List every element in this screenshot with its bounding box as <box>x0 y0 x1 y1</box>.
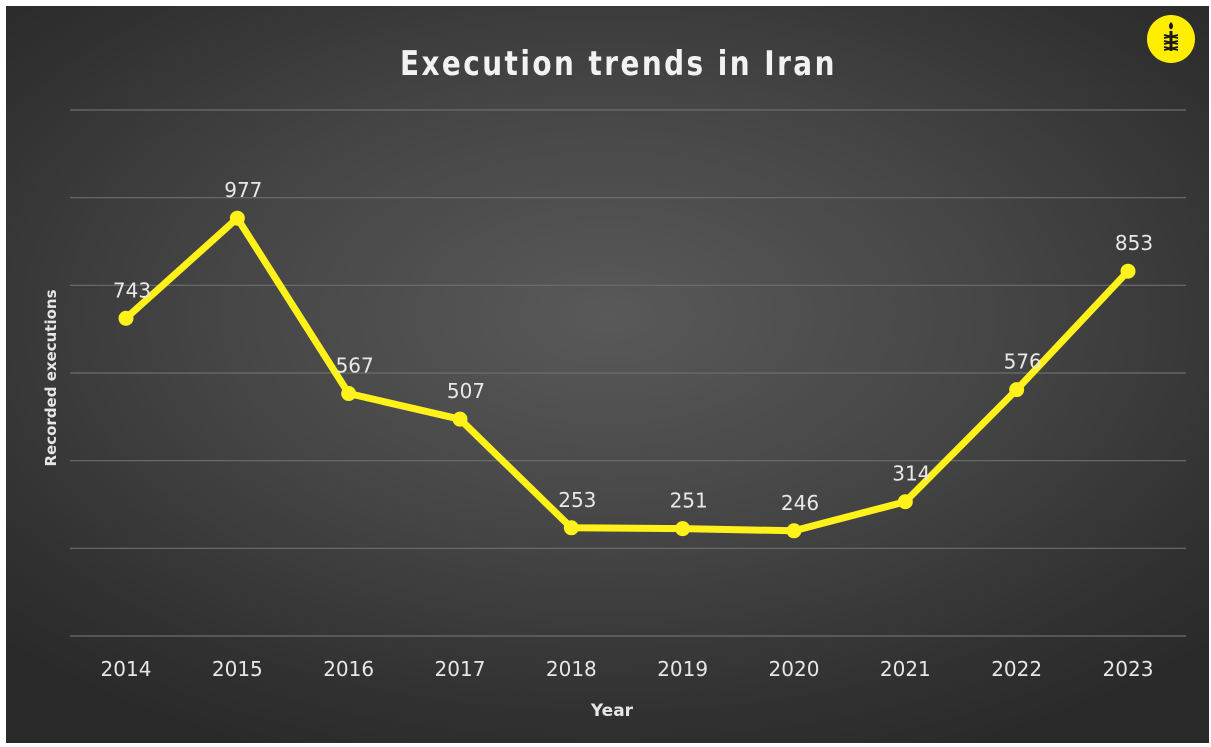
data-label: 576 <box>1004 350 1042 374</box>
data-point <box>1120 263 1136 279</box>
amnesty-logo-icon <box>1146 14 1196 64</box>
data-point <box>341 386 357 402</box>
x-tick-label: 2019 <box>657 657 708 681</box>
data-point <box>118 310 134 326</box>
x-tick-label: 2015 <box>212 657 263 681</box>
x-tick-label: 2021 <box>880 657 931 681</box>
x-tick-label: 2022 <box>991 657 1042 681</box>
data-point <box>675 521 691 537</box>
data-label: 314 <box>892 462 930 486</box>
data-label: 251 <box>670 489 708 513</box>
y-axis-title: Recorded executions <box>42 289 60 466</box>
x-tick-label: 2020 <box>769 657 820 681</box>
x-tick-label: 2017 <box>435 657 486 681</box>
data-point <box>786 523 802 539</box>
chart-frame: Execution trends in Iran 743 977 567 507 253… <box>6 6 1209 743</box>
x-tick-label: 2018 <box>546 657 597 681</box>
data-point <box>1009 382 1025 398</box>
data-label: 246 <box>781 491 819 515</box>
data-point <box>563 520 579 536</box>
x-tick-label: 2016 <box>323 657 374 681</box>
data-point <box>229 210 245 226</box>
data-label: 743 <box>113 278 151 302</box>
x-axis-title: Year <box>590 701 634 721</box>
chart-plot: 743 977 567 507 253 251 246 314 576 853 2014 2015 2… <box>42 109 1186 721</box>
x-tick-label: 2014 <box>101 657 152 681</box>
data-label: 853 <box>1115 231 1153 255</box>
chart-title: Execution trends in Iran <box>399 44 837 84</box>
x-tick-label: 2023 <box>1103 657 1154 681</box>
data-label: 567 <box>336 354 374 378</box>
data-label: 507 <box>447 379 485 403</box>
data-point <box>452 411 468 427</box>
series-line <box>122 214 1132 535</box>
data-label: 253 <box>558 488 596 512</box>
data-label: 977 <box>224 178 262 202</box>
data-point <box>897 494 913 510</box>
